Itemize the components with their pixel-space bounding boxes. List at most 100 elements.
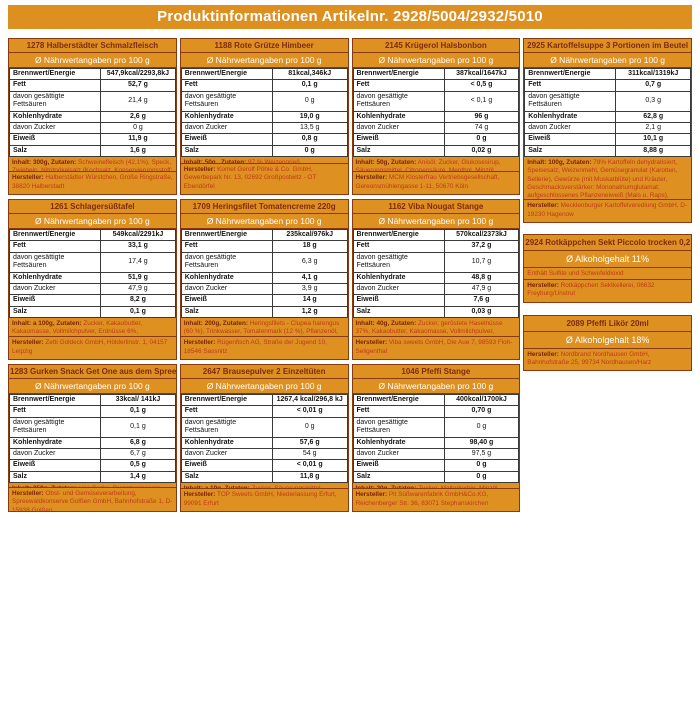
ingredients-list: eine Gurke, Branntweinessig, Zucker, Zwi… bbox=[12, 485, 162, 487]
nutrition-row-fat: Fett 0,1 g bbox=[8, 405, 176, 418]
ingredients-list: Schweinefleisch (42,1%), Speck, Zwiebeln… bbox=[12, 159, 173, 172]
nutrition-value: 6,3 g bbox=[271, 251, 348, 273]
nutrition-value: 6,8 g bbox=[100, 436, 176, 449]
nutrition-row-protein: Eiweiß 0,5 g bbox=[8, 459, 176, 472]
product-card-slot: 1261 Schlagersüßtafel Ø Nährwertangaben … bbox=[8, 199, 177, 360]
nutrition-label: Kohlenhydrate bbox=[8, 110, 102, 123]
ingredients-lead-label: Inhalt: a 10g, Zutaten: bbox=[184, 485, 250, 488]
column-1: 1278 Halberstädter Schmalzfleisch Ø Nähr… bbox=[8, 38, 177, 512]
nutrition-row-carbohydrates: Kohlenhydrate 6,8 g bbox=[8, 436, 176, 449]
product-grid: 1278 Halberstädter Schmalzfleisch Ø Nähr… bbox=[8, 38, 692, 512]
column-2: 1188 Rote Grütze Himbeer Ø Nährwertangab… bbox=[179, 38, 349, 512]
ingredients-text: Inhalt: 300g, Zutaten: Schweinefleisch (… bbox=[9, 157, 176, 171]
nutrition-label: Brennwert/Energie bbox=[180, 228, 273, 242]
manufacturer-text: Hersteller: Halberstädter Würstchen, Gro… bbox=[9, 171, 176, 194]
nutrition-value: 0 g bbox=[443, 133, 520, 146]
product-card-title: 1709 Heringsfilet Tomatencreme 220g bbox=[180, 200, 348, 214]
nutrition-value: 62,8 g bbox=[615, 110, 691, 123]
nutrition-row-energy: Brennwert/Energie 311kcal/1319kJ bbox=[524, 67, 691, 81]
nutrition-row-fat: Fett 0,70 g bbox=[352, 405, 520, 418]
nutrition-row-saturated-fat: davon gesättigte Fettsäuren < 0,1 g bbox=[352, 90, 520, 112]
product-card-slot: 1162 Viba Nougat Stange Ø Nährwertangabe… bbox=[351, 199, 521, 360]
nutrition-per-100g-header: Ø Nährwertangaben pro 100 g bbox=[9, 214, 176, 229]
nutrition-row-sugar: davon Zucker 13,5 g bbox=[180, 121, 348, 135]
ingredients-text: Inhalt: 50g, Zutaten: Anisöl, Zucker, Gl… bbox=[353, 157, 520, 171]
nutrition-value: 57,6 g bbox=[271, 436, 348, 449]
nutrition-row-sugar: davon Zucker 47,9 g bbox=[8, 282, 176, 296]
nutrition-label: Brennwert/Energie bbox=[352, 228, 445, 242]
nutrition-row-saturated-fat: davon gesättigte Fettsäuren 17,4 g bbox=[8, 251, 176, 273]
nutrition-row-saturated-fat: davon gesättigte Fettsäuren 21,4 g bbox=[8, 90, 176, 112]
nutrition-value: 1267,4 kcal/296,8 kJ bbox=[271, 393, 348, 407]
nutrition-value: 11,8 g bbox=[271, 470, 348, 484]
nutrition-label: Fett bbox=[8, 405, 102, 418]
nutrition-value: 19,0 g bbox=[271, 110, 348, 123]
manufacturer-value: Viba sweets GmbH, Die Aue 7, 98593 Floh-… bbox=[355, 339, 513, 355]
product-card-slot: 1188 Rote Grütze Himbeer Ø Nährwertangab… bbox=[179, 38, 349, 195]
nutrition-value: 96 g bbox=[443, 110, 520, 123]
nutrition-value: 97,5 g bbox=[443, 447, 520, 461]
manufacturer-text: Hersteller: Rotkäppchen Sektkellerei, 06… bbox=[524, 279, 691, 302]
nutrition-label: Brennwert/Energie bbox=[8, 67, 102, 81]
nutrition-row-protein: Eiweiß 14 g bbox=[180, 294, 348, 307]
product-card-slot: 1283 Gurken Snack Get One aus dem Spree … bbox=[8, 364, 177, 512]
simple-card-slot: 2924 Rotkäppchen Sekt Piccolo trocken 0,… bbox=[523, 234, 692, 303]
nutrition-label: Fett bbox=[352, 79, 445, 92]
nutrition-label: davon gesättigte Fettsäuren bbox=[180, 90, 273, 112]
nutrition-label: Fett bbox=[8, 240, 102, 253]
product-card: 2647 Brausepulver 2 Einzeltüten Ø Nährwe… bbox=[179, 364, 349, 512]
manufacturer-text: Hersteller: Pit Süßwarenfabrik GmbH&Co.K… bbox=[352, 488, 520, 511]
nutrition-value: 6,7 g bbox=[100, 447, 176, 461]
nutrition-value: 7,6 g bbox=[443, 294, 520, 307]
nutrition-label: Brennwert/Energie bbox=[352, 67, 445, 81]
nutrition-row-salt: Salz 8,88 g bbox=[524, 144, 691, 158]
nutrition-value: 1,2 g bbox=[271, 305, 348, 319]
manufacturer-label: Hersteller: bbox=[527, 202, 559, 210]
manufacturer-label: Hersteller: bbox=[183, 166, 216, 174]
product-card: 1709 Heringsfilet Tomatencreme 220g Ø Nä… bbox=[179, 199, 349, 360]
nutrition-row-fat: Fett 0,1 g bbox=[180, 79, 348, 92]
nutrition-value: 10,1 g bbox=[615, 133, 691, 146]
ingredients-lead-label: Inhalt: a 100g, Zutaten: bbox=[12, 320, 82, 328]
nutrition-label: davon Zucker bbox=[180, 121, 273, 135]
ingredients-lead-label: Inhalt: 50g, Zutaten: bbox=[355, 159, 417, 167]
ingredients-lead-label: Inhalt: 200g, Zutaten: bbox=[183, 320, 249, 328]
nutrition-value: 3,9 g bbox=[271, 282, 348, 296]
ingredients-list: Zucker, Kakaobutter, Kakaomasse, Vollmil… bbox=[12, 320, 142, 336]
nutrition-label: Brennwert/Energie bbox=[8, 228, 102, 242]
product-card-slot: 1709 Heringsfilet Tomatencreme 220g Ø Nä… bbox=[179, 199, 349, 360]
nutrition-label: Brennwert/Energie bbox=[8, 393, 102, 407]
nutrition-label: Kohlenhydrate bbox=[352, 271, 445, 284]
nutrition-label: Eiweiß bbox=[352, 459, 445, 472]
manufacturer-text: Hersteller: Zetti Goldeck GmbH, Hölderli… bbox=[9, 336, 176, 359]
nutrition-row-salt: Salz 0 g bbox=[352, 470, 520, 484]
nutrition-value: 0 g bbox=[100, 121, 176, 135]
nutrition-row-protein: Eiweiß 11,9 g bbox=[8, 133, 176, 146]
nutrition-label: Brennwert/Energie bbox=[524, 67, 617, 81]
nutrition-label: davon gesättigte Fettsäuren bbox=[352, 90, 445, 112]
manufacturer-value: Rügenfisch AG, Straße der Jugend 10, 185… bbox=[183, 339, 327, 355]
nutrition-label: Fett bbox=[8, 79, 102, 92]
alcohol-content-text: Ø Alkoholgehalt 11% bbox=[566, 254, 650, 264]
manufacturer-value: Obst- und Gemüseverarbeitung, Spreewaldk… bbox=[12, 490, 173, 512]
nutrition-value: 0 g bbox=[443, 459, 520, 472]
nutrition-label: davon gesättigte Fettsäuren bbox=[180, 416, 273, 438]
nutrition-value: 549kcal/2291kJ bbox=[100, 228, 176, 242]
nutrition-value: 37,2 g bbox=[443, 240, 520, 253]
nutrition-value: 0 g bbox=[271, 90, 348, 112]
nutrition-table: Brennwert/Energie 81kcal,346kJ Fett 0,1 … bbox=[180, 67, 348, 158]
nutrition-value: 311kcal/1319kJ bbox=[615, 67, 691, 81]
nutrition-row-salt: Salz 11,8 g bbox=[180, 470, 348, 484]
nutrition-value: 2,6 g bbox=[100, 110, 176, 123]
ingredients-lead-label: Inhalt: 250g, Zutaten: bbox=[12, 485, 76, 487]
simple-product-card: 2089 Pfeffi Likör 20ml Ø Alkoholgehalt 1… bbox=[523, 314, 692, 372]
column-3: 2145 Krügerol Halsbonbon Ø Nährwertangab… bbox=[351, 38, 521, 512]
nutrition-row-protein: Eiweiß 0 g bbox=[352, 133, 520, 146]
nutrition-label: davon Zucker bbox=[352, 282, 445, 296]
nutrition-value: 0 g bbox=[443, 470, 520, 484]
nutrition-value: 0 g bbox=[271, 416, 348, 438]
nutrition-value: 8,88 g bbox=[615, 144, 691, 158]
ingredients-list: Heringsfilets - Clupea harengus (60 %), … bbox=[183, 320, 340, 336]
nutrition-label: Kohlenhydrate bbox=[524, 110, 617, 123]
nutrition-value: 2,1 g bbox=[615, 121, 691, 135]
